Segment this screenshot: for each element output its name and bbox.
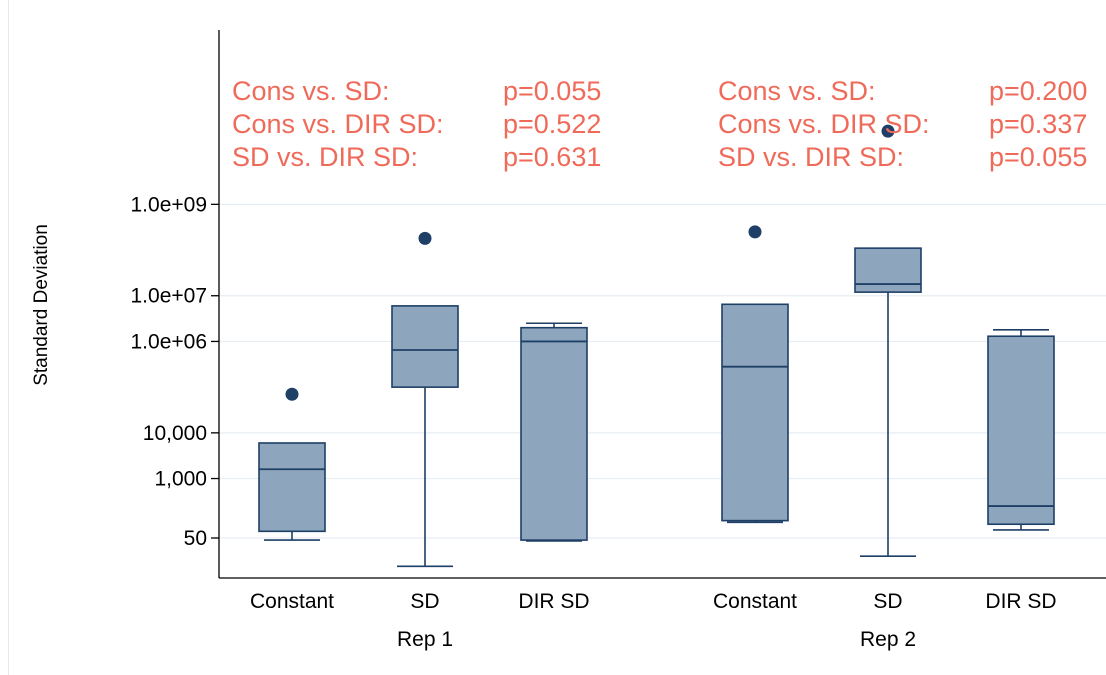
y-tick-label: 1.0e+07 <box>131 285 208 308</box>
comparison-label: SD vs. DIR SD: <box>232 142 418 172</box>
comparison-label: Cons vs. DIR SD: <box>718 109 930 139</box>
comparison-pvalue: p=0.055 <box>503 76 601 106</box>
box <box>987 335 1055 526</box>
x-category-label: SD <box>410 590 439 613</box>
y-tick-label: 1.0e+06 <box>131 330 208 353</box>
outlier-point <box>285 387 299 401</box>
y-tick-label: 10,000 <box>143 422 207 445</box>
comparison-label: Cons vs. SD: <box>232 76 390 106</box>
box <box>854 247 922 293</box>
comparison-pvalue: p=0.200 <box>989 76 1087 106</box>
y-tick-label: 1,000 <box>154 468 207 491</box>
box <box>520 326 588 541</box>
comparison-pvalue: p=0.631 <box>503 142 601 172</box>
comparison-label: SD vs. DIR SD: <box>718 142 904 172</box>
comparison-pvalue: p=0.337 <box>989 109 1087 139</box>
outlier-point <box>418 231 432 245</box>
comparison-pvalue: p=0.055 <box>989 142 1087 172</box>
x-category-label: Constant <box>250 590 334 613</box>
x-group-label: Rep 2 <box>860 628 916 651</box>
comparison-label: Cons vs. DIR SD: <box>232 109 444 139</box>
y-tick-label: 50 <box>184 527 207 550</box>
y-tick-label: 1.0e+09 <box>131 193 208 216</box>
chart-frame: 50 1,000 10,000 1.0e+06 1.0e+07 1.0e+09 Standa… <box>8 0 1106 675</box>
box <box>721 303 789 522</box>
box <box>258 442 326 533</box>
x-category-label: Constant <box>713 590 797 613</box>
comparison-label: Cons vs. SD: <box>718 76 876 106</box>
comparison-pvalue: p=0.522 <box>503 109 601 139</box>
x-category-label: SD <box>873 590 902 613</box>
outlier-point <box>748 225 762 239</box>
outlier-point <box>881 124 895 138</box>
x-category-label: DIR SD <box>518 590 589 613</box>
y-axis-title: Standard Deviation <box>31 224 52 386</box>
x-group-label: Rep 1 <box>397 628 453 651</box>
box-plot-chart: 50 1,000 10,000 1.0e+06 1.0e+07 1.0e+09 Standa… <box>31 30 1106 651</box>
box <box>391 305 459 388</box>
x-category-label: DIR SD <box>985 590 1056 613</box>
